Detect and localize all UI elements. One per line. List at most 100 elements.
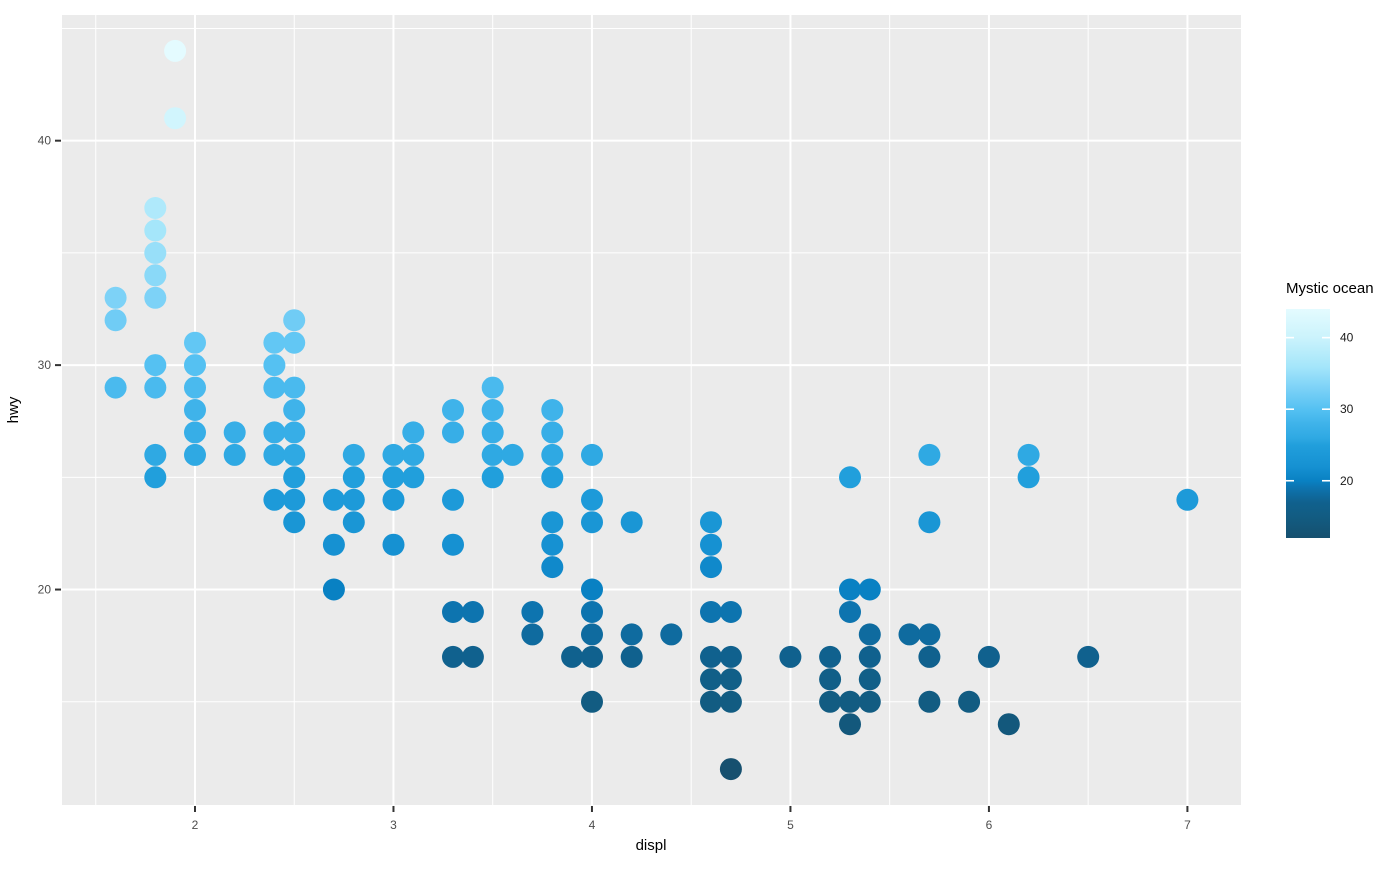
- data-point: [858, 645, 881, 668]
- data-point: [700, 511, 722, 534]
- data-point: [283, 488, 306, 511]
- data-point: [263, 354, 286, 377]
- data-point: [620, 511, 643, 534]
- x-tick-label: 3: [390, 818, 397, 832]
- y-tick-label: 20: [38, 583, 52, 597]
- data-point: [898, 623, 921, 646]
- data-point: [719, 645, 742, 668]
- data-point: [501, 443, 524, 466]
- data-point: [382, 533, 405, 556]
- data-point: [283, 511, 306, 534]
- data-point: [442, 421, 464, 444]
- data-point: [1017, 443, 1040, 466]
- data-point: [719, 758, 742, 781]
- data-point: [263, 331, 286, 354]
- data-point: [223, 421, 246, 444]
- data-point: [541, 466, 564, 489]
- data-point: [581, 623, 603, 646]
- data-point: [322, 533, 345, 556]
- data-point: [481, 376, 504, 399]
- data-point: [561, 645, 584, 668]
- data-point: [481, 466, 504, 489]
- data-point: [263, 488, 286, 511]
- data-point: [382, 443, 405, 466]
- data-point: [997, 713, 1020, 736]
- data-point: [581, 578, 603, 601]
- data-point: [481, 399, 504, 421]
- data-points-layer: [104, 39, 1199, 781]
- data-point: [402, 466, 425, 489]
- data-point: [918, 511, 941, 534]
- data-point: [521, 623, 544, 646]
- data-point: [581, 488, 603, 511]
- data-point: [263, 421, 286, 444]
- x-tick-label: 6: [986, 818, 993, 832]
- y-axis-title: hwy: [5, 396, 22, 423]
- data-point: [719, 690, 742, 713]
- data-point: [184, 399, 206, 421]
- data-point: [461, 601, 484, 623]
- data-point: [481, 421, 504, 444]
- legend-colorbar: [1286, 309, 1330, 538]
- data-point: [700, 533, 722, 556]
- data-point: [164, 107, 187, 130]
- legend-title: Mystic ocean: [1286, 280, 1374, 297]
- legend-tick-label: 30: [1340, 402, 1354, 416]
- data-point: [581, 645, 603, 668]
- data-point: [283, 421, 306, 444]
- data-point: [104, 286, 127, 309]
- data-point: [442, 601, 464, 623]
- data-point: [442, 399, 464, 421]
- data-point: [819, 690, 842, 713]
- x-tick-label: 5: [787, 818, 794, 832]
- data-point: [223, 443, 246, 466]
- data-point: [620, 623, 643, 646]
- data-point: [382, 488, 405, 511]
- data-point: [144, 376, 167, 399]
- data-point: [541, 443, 564, 466]
- data-point: [918, 690, 941, 713]
- data-point: [1176, 488, 1199, 511]
- data-point: [144, 219, 167, 242]
- legend-ticks: 40 30 20: [1286, 331, 1354, 488]
- y-tick-label: 40: [38, 134, 52, 148]
- data-point: [342, 511, 365, 534]
- data-point: [700, 668, 722, 691]
- x-tick-label: 7: [1184, 818, 1191, 832]
- data-point: [322, 488, 345, 511]
- data-point: [104, 309, 127, 332]
- legend: Mystic ocean 40 30 20: [1286, 280, 1374, 538]
- data-point: [719, 601, 742, 623]
- data-point: [184, 354, 206, 377]
- data-point: [144, 264, 167, 287]
- data-point: [1017, 466, 1040, 489]
- data-point: [819, 668, 842, 691]
- data-point: [184, 376, 206, 399]
- data-point: [322, 578, 345, 601]
- data-point: [1077, 645, 1100, 668]
- data-point: [283, 376, 306, 399]
- data-point: [342, 466, 365, 489]
- data-point: [442, 488, 464, 511]
- data-point: [164, 39, 187, 62]
- plot-panel: [62, 15, 1241, 805]
- data-point: [779, 645, 802, 668]
- data-point: [700, 601, 722, 623]
- data-point: [541, 556, 564, 579]
- legend-tick-label: 20: [1340, 474, 1354, 488]
- data-point: [442, 645, 464, 668]
- data-point: [958, 690, 981, 713]
- data-point: [461, 645, 484, 668]
- data-point: [144, 466, 167, 489]
- data-point: [104, 376, 127, 399]
- data-point: [402, 421, 425, 444]
- data-point: [402, 443, 425, 466]
- data-point: [541, 421, 564, 444]
- data-point: [521, 601, 544, 623]
- data-point: [144, 443, 167, 466]
- data-point: [283, 443, 306, 466]
- data-point: [858, 690, 881, 713]
- data-point: [481, 443, 504, 466]
